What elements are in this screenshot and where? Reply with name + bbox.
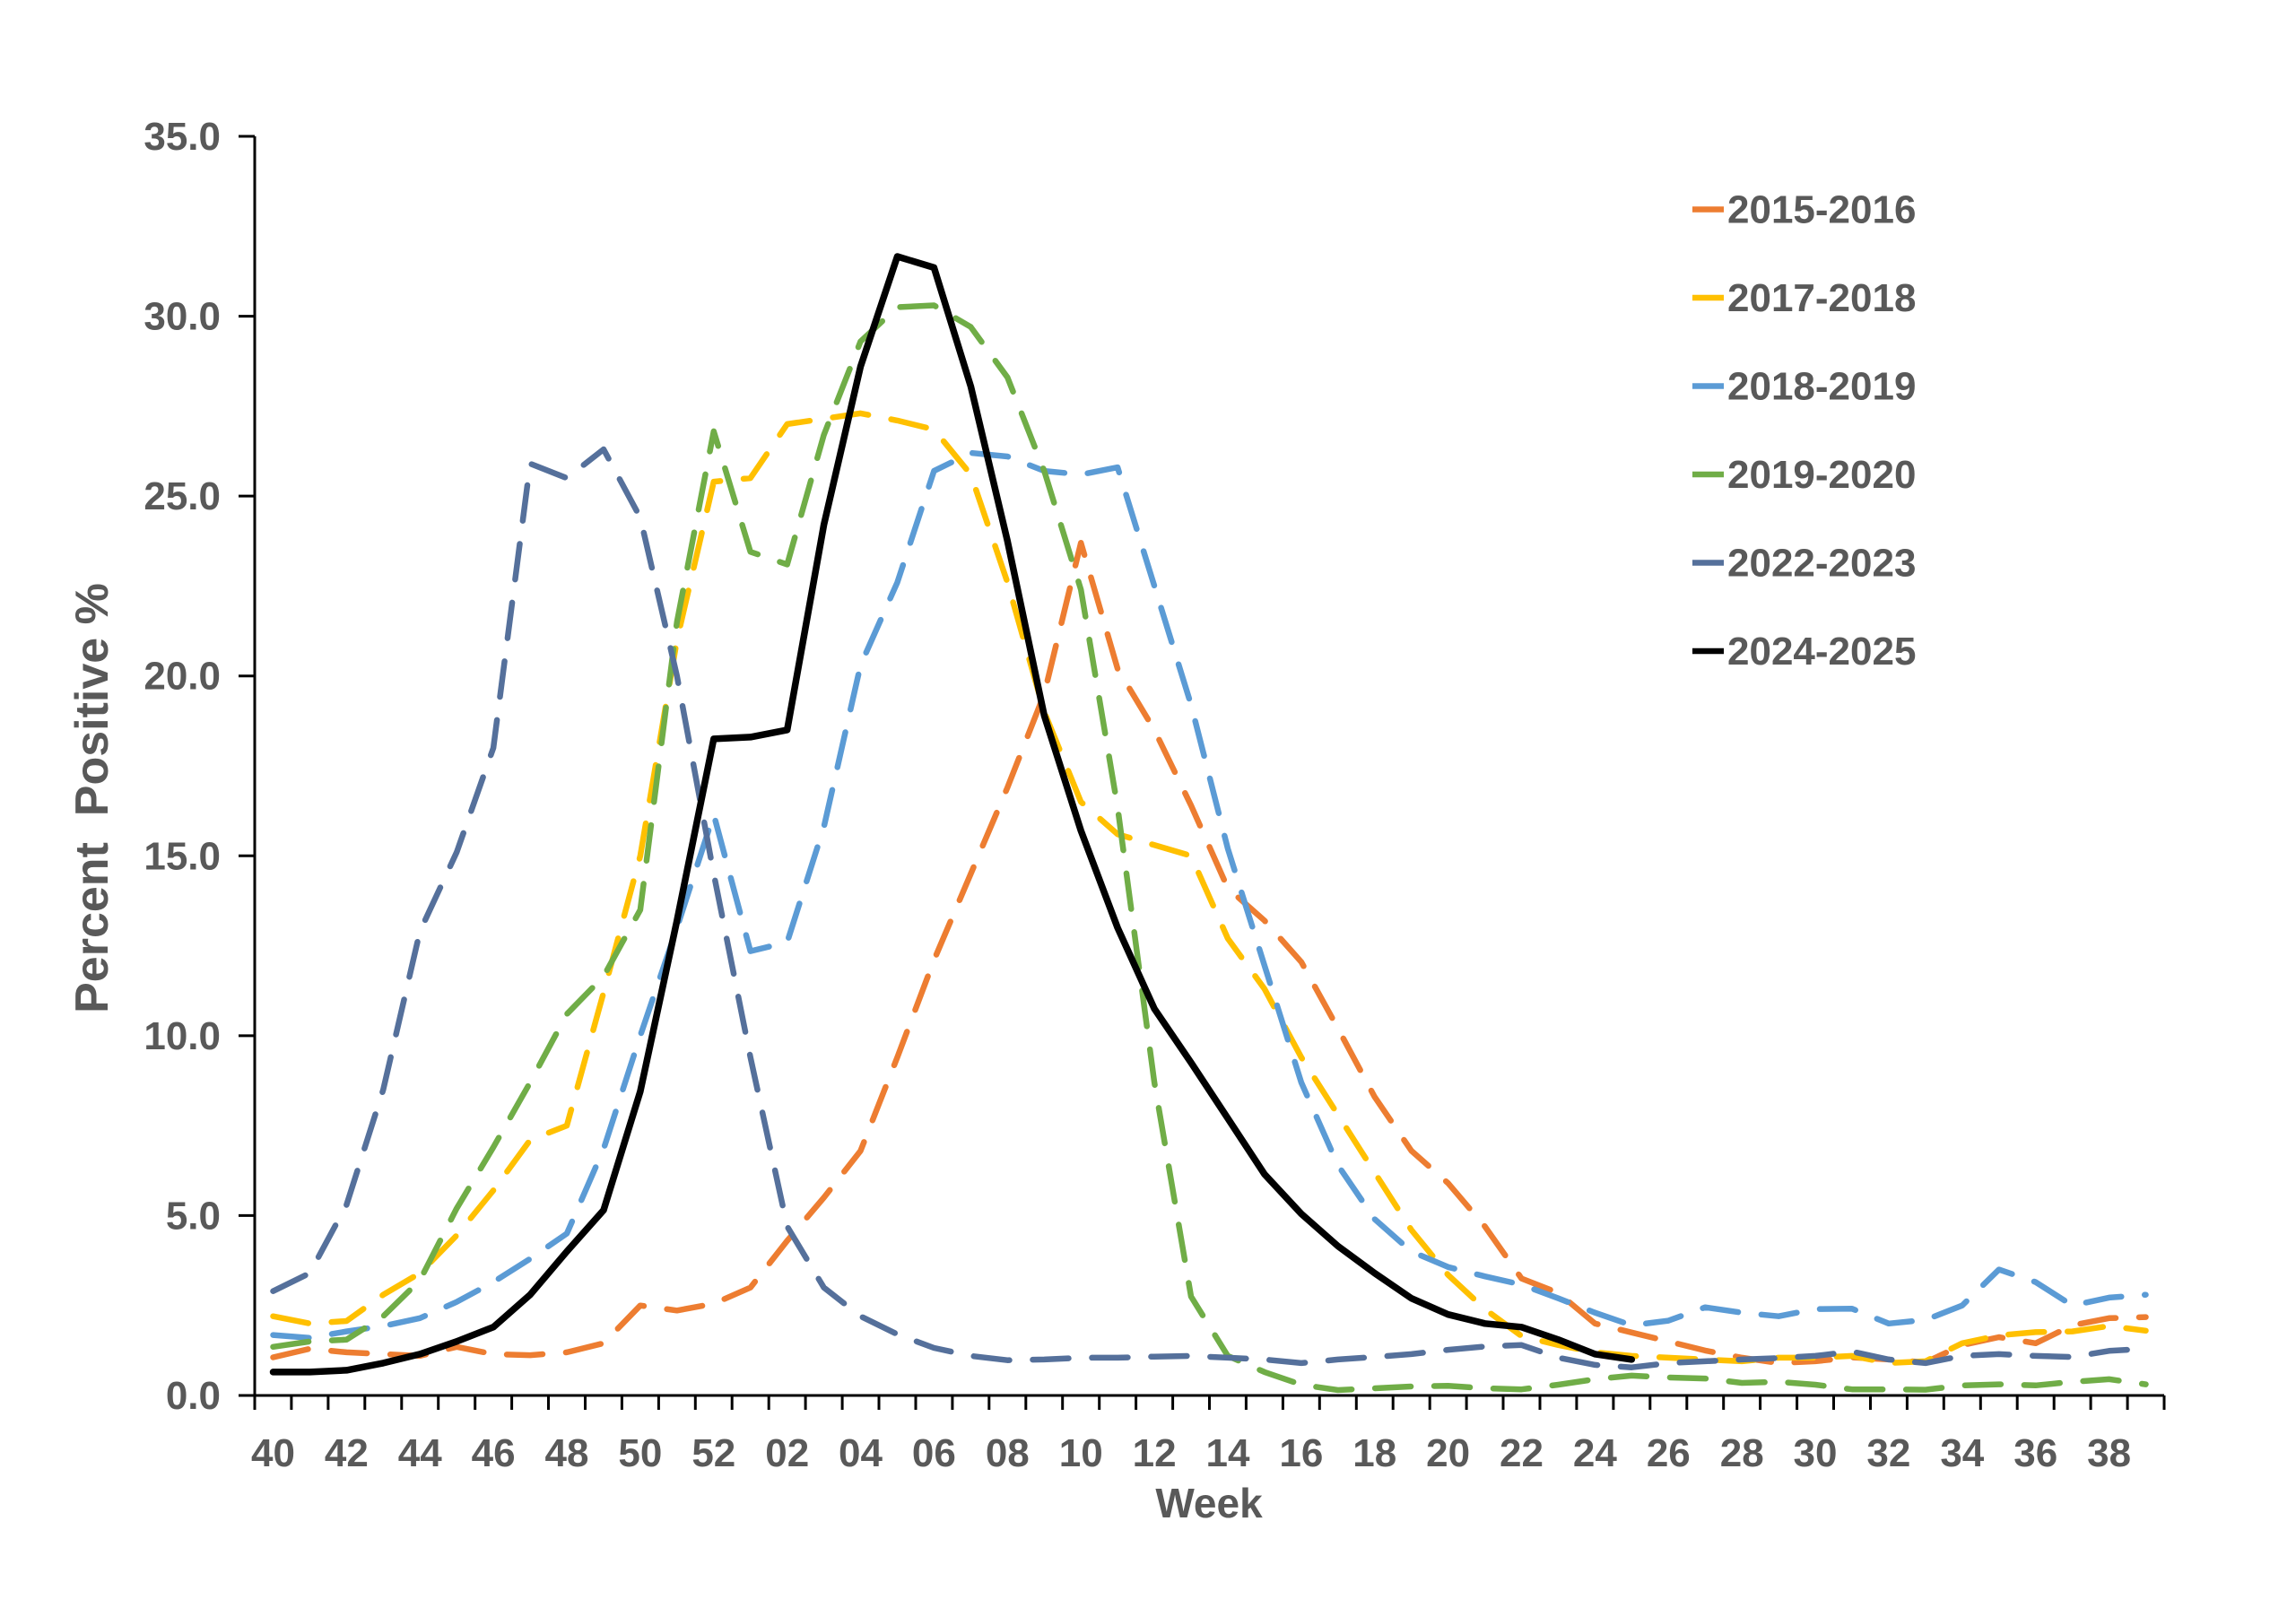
svg-text:06: 06 (912, 1431, 956, 1475)
svg-text:0.0: 0.0 (166, 1374, 221, 1418)
svg-text:25.0: 25.0 (144, 474, 221, 518)
svg-text:2017-2018: 2017-2018 (1727, 276, 1916, 320)
svg-text:04: 04 (839, 1431, 883, 1475)
svg-text:34: 34 (1940, 1431, 1984, 1475)
svg-text:32: 32 (1866, 1431, 1910, 1475)
svg-text:48: 48 (545, 1431, 589, 1475)
svg-text:2015-2016: 2015-2016 (1727, 188, 1916, 232)
svg-text:16: 16 (1279, 1431, 1323, 1475)
svg-text:52: 52 (691, 1431, 735, 1475)
svg-text:02: 02 (765, 1431, 809, 1475)
svg-text:2024-2025: 2024-2025 (1727, 630, 1916, 674)
svg-text:26: 26 (1647, 1431, 1691, 1475)
svg-text:2022-2023: 2022-2023 (1727, 542, 1916, 586)
svg-text:Percent Positive %: Percent Positive % (66, 583, 118, 1013)
svg-text:2018-2019: 2018-2019 (1727, 365, 1916, 409)
svg-text:08: 08 (986, 1431, 1030, 1475)
svg-text:20: 20 (1426, 1431, 1470, 1475)
svg-text:30: 30 (1794, 1431, 1838, 1475)
svg-text:10.0: 10.0 (144, 1014, 221, 1058)
svg-text:15.0: 15.0 (144, 834, 221, 878)
svg-text:38: 38 (2087, 1431, 2131, 1475)
svg-text:20.0: 20.0 (144, 655, 221, 699)
svg-text:18: 18 (1352, 1431, 1396, 1475)
svg-text:10: 10 (1059, 1431, 1103, 1475)
svg-text:50: 50 (618, 1431, 662, 1475)
svg-text:2019-2020: 2019-2020 (1727, 453, 1916, 497)
svg-text:24: 24 (1573, 1431, 1617, 1475)
svg-text:22: 22 (1500, 1431, 1544, 1475)
svg-text:42: 42 (325, 1431, 369, 1475)
svg-text:12: 12 (1133, 1431, 1177, 1475)
svg-text:35.0: 35.0 (144, 115, 221, 159)
svg-text:5.0: 5.0 (166, 1194, 221, 1238)
svg-text:36: 36 (2013, 1431, 2057, 1475)
svg-text:44: 44 (398, 1431, 442, 1475)
svg-text:30.0: 30.0 (144, 295, 221, 339)
svg-text:46: 46 (472, 1431, 516, 1475)
svg-text:Week: Week (1155, 1480, 1263, 1526)
svg-text:28: 28 (1720, 1431, 1764, 1475)
svg-text:14: 14 (1206, 1431, 1250, 1475)
svg-text:40: 40 (251, 1431, 295, 1475)
